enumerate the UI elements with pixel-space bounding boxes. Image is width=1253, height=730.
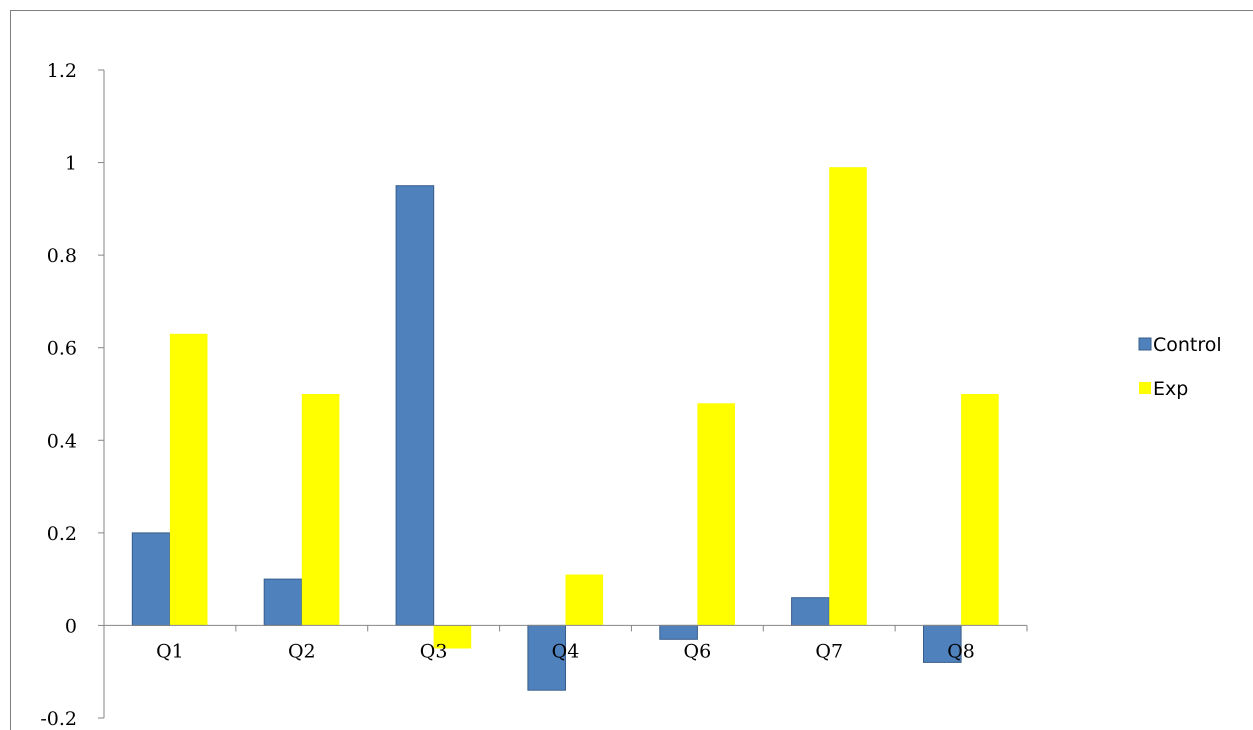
- x-tick-label: Q6: [684, 640, 712, 662]
- bar-control-q2: [263, 578, 303, 626]
- legend-swatch-control: [1138, 337, 1152, 351]
- bar-exp-q8: [961, 394, 999, 626]
- legend-label-exp: Exp: [1153, 378, 1188, 400]
- chart-frame: [10, 10, 1253, 730]
- x-tick-label: Q3: [420, 640, 448, 662]
- x-tick-labels: Q1 Q2 Q3 Q4 Q6 Q7 Q8: [156, 640, 975, 662]
- bar-control-q7: [791, 597, 830, 627]
- y-tick-label: -0.2: [40, 708, 77, 730]
- y-tick-label: 0.2: [47, 523, 77, 545]
- legend-label-control: Control: [1153, 334, 1222, 356]
- legend: Control Exp: [1138, 334, 1222, 400]
- axes-group: [98, 69, 1028, 719]
- bar-exp-q2: [301, 394, 340, 626]
- bar-exp-q4: [565, 574, 604, 626]
- y-tick-label: 0: [65, 615, 77, 637]
- bar-control-q8: [923, 624, 962, 663]
- y-tick-labels: -0.2 0 0.2 0.4 0.6 0.8 1 1.2: [40, 60, 77, 730]
- x-tick-label: Q7: [815, 640, 843, 662]
- x-tick-label: Q4: [552, 640, 580, 662]
- x-tick-label: Q2: [288, 640, 316, 662]
- y-tick-label: 0.6: [47, 338, 77, 360]
- bar-control-q1: [131, 532, 171, 627]
- y-tick-label: 1.2: [47, 60, 77, 82]
- y-tick-label: 0.8: [47, 245, 77, 267]
- bar-control-q3: [395, 185, 435, 626]
- y-tick-label: 1: [65, 153, 77, 175]
- bar-control-q6: [659, 624, 698, 640]
- legend-swatch-exp: [1139, 382, 1151, 394]
- y-tick-label: 0.4: [47, 430, 77, 452]
- bar-exp-q7: [829, 167, 867, 626]
- bar-exp-q1: [169, 333, 208, 626]
- x-tick-label: Q8: [947, 640, 975, 662]
- bars-group: [131, 167, 999, 691]
- bar-exp-q6: [697, 403, 735, 626]
- bar-exp-q3: [433, 625, 472, 649]
- x-tick-label: Q1: [156, 640, 184, 662]
